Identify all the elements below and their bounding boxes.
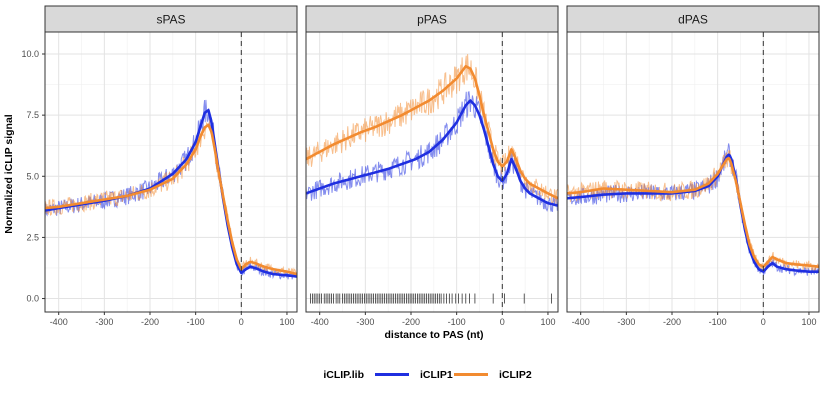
facet-panels: sPAS -400 -300 -200 -100 0 100 pPAS -400 -300 -200… [44,5,820,327]
facet-strip [566,5,820,33]
y-tick-label: 7.5 [26,110,39,120]
smooth-line-iclip2 [45,123,297,276]
x-tick-label: -200 [141,317,159,327]
smooth-line-iclip2 [567,156,819,269]
y-tick-label: 5.0 [26,171,39,181]
panel-ppas: pPAS -400 -300 -200 -100 0 100 [305,5,559,327]
smooth-line-iclip2 [306,64,558,200]
x-tick-label: -400 [50,317,68,327]
facet-label: sPAS [156,13,185,27]
x-tick-label: 100 [279,317,294,327]
y-tick-label: 2.5 [26,232,39,242]
x-tick-label: -300 [95,317,113,327]
x-tick-label: -200 [663,317,681,327]
x-tick-label: -200 [402,317,420,327]
x-tick-label: -300 [356,317,374,327]
x-tick-label: 100 [801,317,816,327]
x-tick-label: -300 [617,317,635,327]
legend-label-iclip2: iCLIP2 [499,369,532,381]
x-tick-label: 100 [540,317,555,327]
legend-title: iCLIP.lib [323,369,364,381]
x-tick-label: 0 [239,317,244,327]
facet-label: dPAS [678,13,708,27]
x-tick-label: -100 [709,317,727,327]
series-layer [306,54,558,304]
x-tick-label: 0 [500,317,505,327]
x-tick-label: 0 [761,317,766,327]
y-tick-label: 10.0 [21,49,39,59]
y-axis-title: Normalized iCLIP signal [3,114,15,233]
x-tick-label: -400 [572,317,590,327]
series-layer [567,143,819,277]
panel-border [566,31,820,313]
smooth-line-iclip1 [306,99,558,207]
legend-label-iclip1: iCLIP1 [420,369,453,381]
panel-border [305,31,559,313]
panel-dpas: dPAS -400 -300 -200 -100 0 100 [566,5,820,327]
legend: iCLIP.lib iCLIP1 iCLIP2 [323,369,531,381]
panel-border [44,31,298,313]
series-layer [45,99,297,280]
x-tick-label: -100 [187,317,205,327]
y-tick-label: 0.0 [26,294,39,304]
panel-spas: sPAS -400 -300 -200 -100 0 100 [44,5,298,327]
x-tick-label: -400 [311,317,329,327]
facet-strip [305,5,559,33]
facet-label: pPAS [417,13,447,27]
x-axis-title: distance to PAS (nt) [385,329,484,341]
x-tick-label: -100 [448,317,466,327]
y-axis: 0.0 2.5 5.0 7.5 10.0 [21,49,45,304]
facet-strip [44,5,298,33]
